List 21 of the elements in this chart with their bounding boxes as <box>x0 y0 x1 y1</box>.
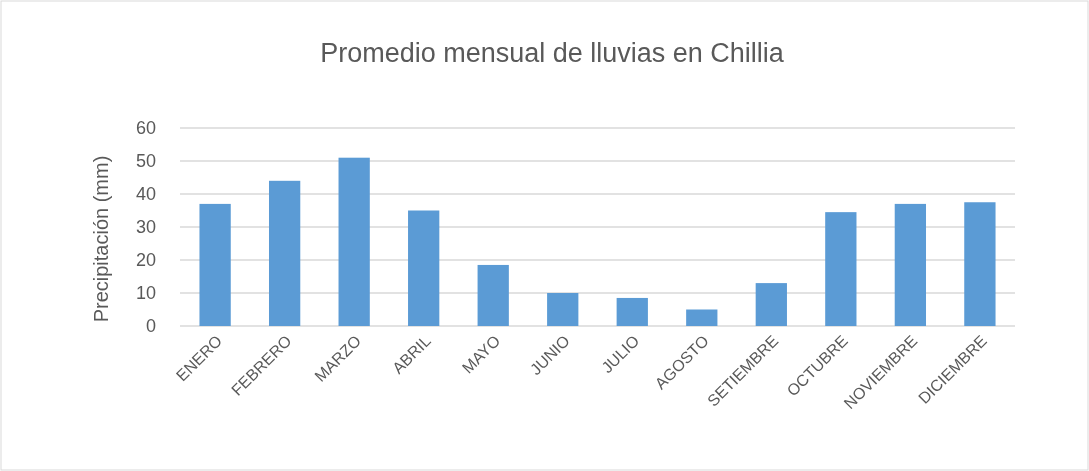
y-axis-title: Precipitación (mm) <box>90 155 112 323</box>
y-tick-label: 50 <box>135 151 156 172</box>
bar <box>964 202 996 326</box>
y-tick-label: 10 <box>135 283 156 304</box>
chart-title: Promedio mensual de lluvias en Chillia <box>320 38 785 68</box>
y-tick-label: 30 <box>135 217 156 238</box>
bar <box>477 264 509 326</box>
bar <box>825 212 857 326</box>
bar <box>686 309 718 326</box>
bar <box>616 297 648 326</box>
bar <box>894 203 927 326</box>
y-tick-label: 20 <box>135 250 156 271</box>
y-tick-label: 0 <box>145 316 156 337</box>
bar <box>199 203 231 326</box>
bar <box>547 293 579 326</box>
y-tick-label: 60 <box>135 118 156 139</box>
bar <box>755 283 787 326</box>
bar <box>338 157 370 326</box>
y-tick-label: 40 <box>135 184 156 205</box>
bar <box>268 180 301 326</box>
bar <box>408 210 440 326</box>
